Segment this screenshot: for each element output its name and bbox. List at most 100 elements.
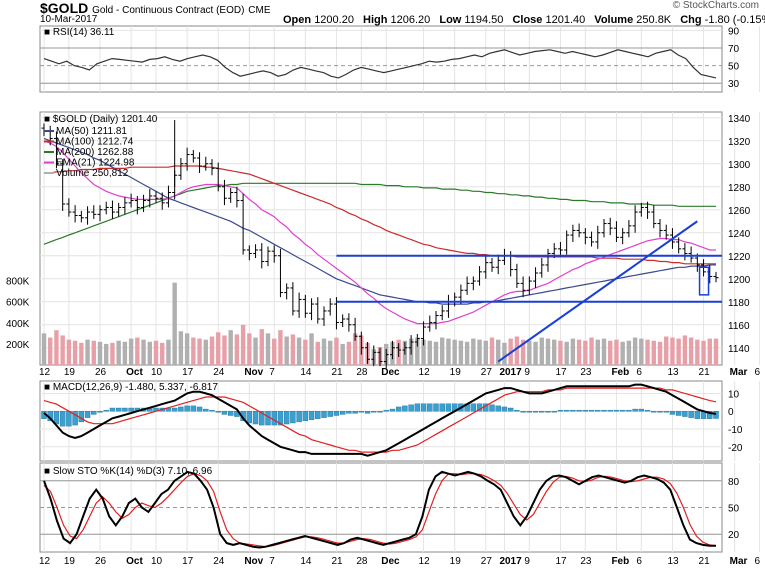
volume-bar [48,337,53,365]
price-legend-item: MA(200) 1262.88 [56,147,134,158]
x-axis-tick-label: 6 [755,556,761,567]
macd-histogram-bar [66,411,72,427]
volume-bar [79,342,84,365]
x-axis-tick-label: 23 [580,556,592,567]
x-axis-tick-label: 21 [699,367,711,378]
volume-bar [576,339,582,365]
macd-histogram-bar [97,411,103,413]
sto-legend: ■ Slow STO %K(14) %D(3) 7.10, 6.96 [44,466,213,477]
volume-bar [452,339,457,365]
volume-bar [440,337,445,365]
macd-histogram-bar [333,411,340,416]
volume-bar [209,336,215,365]
macd-histogram-bar [383,409,389,412]
volume-bar [321,338,327,365]
volume-bar [66,339,72,365]
macd-histogram-bar [296,411,302,423]
volume-bar [608,340,613,365]
open-value: 1200.20 [314,14,354,26]
price-axis-tick-label: 1140 [728,344,750,355]
macd-histogram-bar [514,409,520,412]
x-axis-tick-label: 23 [580,367,592,378]
volume-bar [315,341,320,365]
volume-bar [309,333,314,365]
macd-histogram-bar [420,403,427,412]
volume-bar [172,282,177,365]
macd-histogram-bar [427,403,433,412]
volume-bar [707,338,712,365]
macd-histogram-bar [551,411,557,413]
volume-bar [713,338,719,365]
macd-histogram-bar [252,411,259,425]
volume-bar [632,337,638,365]
volume-bar [340,343,345,365]
volume-bar [184,333,190,365]
macd-histogram-bar [246,411,253,424]
macd-histogram-bar [688,411,694,418]
sto-axis-tick-label: 50 [728,504,740,515]
volume-bar [682,335,688,365]
macd-histogram-bar [563,409,570,412]
volume-bar [701,340,706,365]
macd-histogram-bar [433,403,439,412]
symbol: $GOLD [40,0,89,16]
macd-histogram-bar [532,411,539,413]
macd-histogram-bar [713,411,719,419]
volume-value: 250.8K [636,14,672,26]
volume-bar [240,324,246,365]
volume-bar [670,337,675,365]
macd-histogram-bar [103,409,109,412]
volume-bar [651,340,656,365]
x-axis-tick-label: 7 [269,556,275,567]
macd-histogram-bar [171,407,178,412]
description: Gold - Continuous Contract (EOD) [92,5,245,16]
rsi-panel [39,25,723,93]
macd-histogram-bar [190,405,197,412]
macd-histogram-bar [321,411,327,418]
volume-bar [178,331,184,365]
volume-bar [595,339,600,365]
quote-bar: Open 1200.20 High 1206.20 Low 1194.50 Cl… [283,14,765,26]
volume-bar [272,338,277,365]
macd-histogram-bar [308,411,315,420]
macd-histogram-bar [570,409,576,412]
volume-bar [688,337,694,365]
volume-bar [558,340,563,365]
macd-histogram-bar [526,411,533,413]
macd-histogram-bar [607,409,613,412]
volume-bar [626,340,632,365]
volume-bar [520,339,526,365]
macd-histogram-bar [663,411,669,413]
x-axis-tick-label: 27 [481,367,493,378]
volume-bar [415,337,420,365]
volume-bar [589,337,594,365]
macd-histogram-bar [445,403,452,412]
macd-histogram-bar [638,408,645,412]
volume-bar [527,340,532,365]
x-axis-tick-label: 2017 [499,556,522,567]
volume-bar [141,339,146,365]
volume-bar [421,339,426,365]
volume-bar [502,342,507,365]
volume-bar [166,339,171,365]
macd-histogram-bar [364,411,371,414]
x-axis-tick-label: 12 [39,556,51,567]
sto-k-line [43,470,717,549]
price-legend-item: MA(50) 1211.81 [56,126,127,137]
macd-histogram-bar [302,411,309,422]
price-legend-item: EMA(21) 1224.98 [56,158,135,169]
volume-bar [496,339,501,365]
price-axis-tick-label: 1200 [728,275,751,286]
x-axis-tick-label: 6 [636,556,642,567]
x-axis-tick-label: 21 [699,556,711,567]
volume-bar [60,335,65,365]
macd-panel [39,380,723,462]
macd-histogram-bar [84,411,91,418]
price-legend-item: MA(100) 1212.74 [56,137,134,148]
volume-bar [222,335,227,365]
macd-histogram-bar [346,411,352,414]
price-axis-tick-label: 1220 [728,252,751,263]
volume-bar [545,338,551,365]
x-axis-tick-label: Dec [381,367,400,378]
macd-histogram-bar [495,405,501,412]
